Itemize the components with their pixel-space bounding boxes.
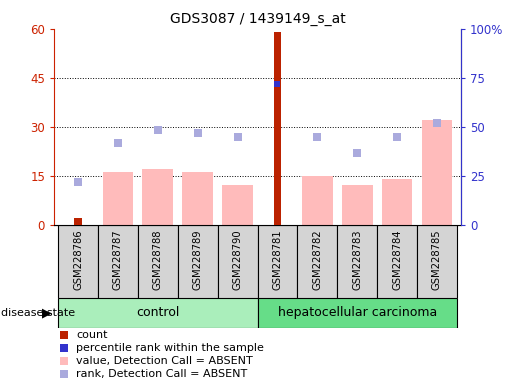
Text: GSM228789: GSM228789 [193,229,203,290]
Text: rank, Detection Call = ABSENT: rank, Detection Call = ABSENT [76,369,248,379]
Text: GSM228783: GSM228783 [352,229,362,290]
Bar [342,185,372,225]
Bar [218,225,258,298]
Bar [58,298,258,328]
Bar [138,225,178,298]
Bar [74,218,82,225]
Bar [377,225,417,298]
Bar [297,225,337,298]
Bar [258,298,457,328]
Bar [302,176,333,225]
Bar [222,185,253,225]
Text: count: count [76,330,108,340]
Bar [382,179,413,225]
Text: ▶: ▶ [42,306,52,319]
Bar [58,225,98,298]
Text: GSM228786: GSM228786 [73,229,83,290]
Text: hepatocellular carcinoma: hepatocellular carcinoma [278,306,437,319]
Bar [98,225,138,298]
Text: disease state: disease state [1,308,75,318]
Text: GSM228785: GSM228785 [432,229,442,290]
Text: GSM228788: GSM228788 [153,229,163,290]
Text: GSM228790: GSM228790 [233,229,243,290]
Bar [258,225,297,298]
Text: GSM228787: GSM228787 [113,229,123,290]
Text: control: control [136,306,179,319]
Bar [337,225,377,298]
Text: GSM228784: GSM228784 [392,229,402,290]
Text: value, Detection Call = ABSENT: value, Detection Call = ABSENT [76,356,253,366]
Text: GSM228781: GSM228781 [272,229,282,290]
Text: percentile rank within the sample: percentile rank within the sample [76,343,264,353]
Bar [178,225,218,298]
Bar [417,225,457,298]
Bar [273,32,281,225]
Bar [422,120,452,225]
Title: GDS3087 / 1439149_s_at: GDS3087 / 1439149_s_at [169,12,346,26]
Bar [182,172,213,225]
Bar [102,172,133,225]
Bar [143,169,173,225]
Text: GSM228782: GSM228782 [312,229,322,290]
